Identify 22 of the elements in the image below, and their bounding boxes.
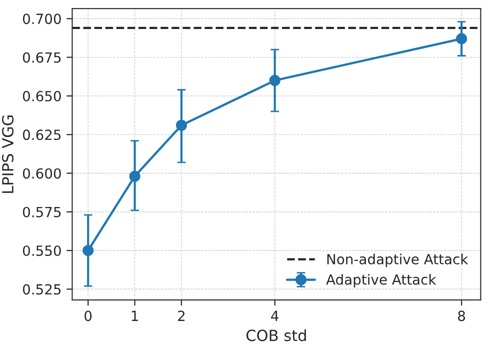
y-tick-label: 0.700	[22, 14, 61, 24]
x-tick-label: 1	[132, 310, 138, 321]
x-tick-label: 0	[84, 310, 92, 322]
x-tick-label: 2	[178, 310, 184, 321]
x-tick-label: 4	[271, 310, 278, 321]
y-tick-label: 0.550	[22, 245, 61, 256]
y-tick-label: 0.575	[22, 206, 61, 218]
x-tick-label: 8	[458, 310, 466, 322]
legend-label: Adaptive Attack	[326, 274, 436, 288]
y-axis-title: LPIPS VGG	[2, 115, 14, 193]
point	[176, 120, 188, 131]
point	[269, 74, 280, 86]
point	[82, 244, 94, 256]
y-tick-label: 0.600	[22, 168, 61, 179]
y-tick-label: 0.650	[22, 90, 61, 102]
x-axis-title: COB std	[246, 329, 306, 342]
point	[129, 170, 140, 182]
y-tick-label: 0.625	[22, 130, 61, 140]
y-tick-label: 0.525	[22, 284, 61, 295]
y-tick-label: 0.675	[22, 52, 61, 63]
legend-label: Non-adaptive Attack	[327, 254, 468, 268]
point	[456, 33, 468, 44]
